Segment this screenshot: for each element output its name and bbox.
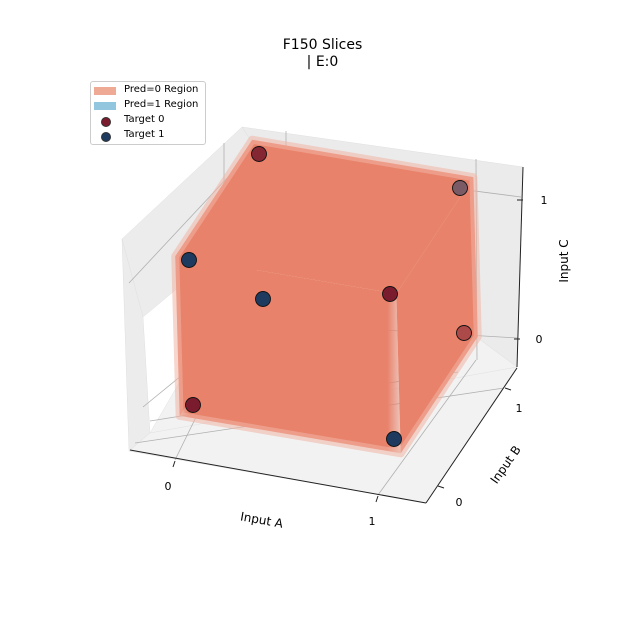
scatter-points xyxy=(181,146,472,447)
point-target-1 xyxy=(181,252,197,268)
region-face-right xyxy=(396,177,478,454)
legend-item-pred1: Pred=1 Region xyxy=(91,99,205,113)
y-tick-label-1: 1 xyxy=(516,402,523,415)
point-target-0 xyxy=(382,286,398,302)
legend-item-pred0: Pred=0 Region xyxy=(91,84,205,98)
region-edge-haze xyxy=(171,135,482,458)
legend-label-target1: Target 1 xyxy=(124,129,165,140)
legend: Pred=0 Region Pred=1 Region Target 0 Tar… xyxy=(90,81,206,145)
z-tick-label-1: 1 xyxy=(541,194,548,207)
x-tick-label-1: 1 xyxy=(369,515,376,528)
z-tick-label-0: 0 xyxy=(536,333,543,346)
legend-label-target0: Target 0 xyxy=(124,114,165,125)
region-face-top xyxy=(175,139,474,294)
legend-swatch-pred0 xyxy=(94,87,116,95)
chart-subtitle: | E:0 xyxy=(306,54,339,70)
x-axis-label: Input A xyxy=(239,509,285,530)
point-target-0 xyxy=(185,397,201,413)
y-axis-label: Input B xyxy=(488,443,524,486)
y-tick-label-0: 0 xyxy=(456,496,463,509)
pred0-region xyxy=(171,135,482,458)
x-tick-label-0: 0 xyxy=(165,480,172,493)
point-target-1 xyxy=(386,431,402,447)
point-target-1 xyxy=(452,180,468,196)
legend-label-pred1: Pred=1 Region xyxy=(124,99,199,110)
tick-marks xyxy=(172,199,523,503)
z-axis-label: Input C xyxy=(557,239,571,282)
legend-swatch-pred1 xyxy=(94,102,116,110)
legend-item-target0: Target 0 xyxy=(91,114,205,128)
legend-item-target1: Target 1 xyxy=(91,129,205,143)
point-target-0 xyxy=(456,325,472,341)
chart-title: F150 Slices xyxy=(282,37,363,53)
region-face-front xyxy=(175,256,401,454)
point-target-0 xyxy=(251,146,267,162)
legend-marker-target1 xyxy=(101,132,111,142)
legend-label-pred0: Pred=0 Region xyxy=(124,84,199,95)
legend-marker-target0 xyxy=(101,117,111,127)
point-target-1 xyxy=(255,291,271,307)
